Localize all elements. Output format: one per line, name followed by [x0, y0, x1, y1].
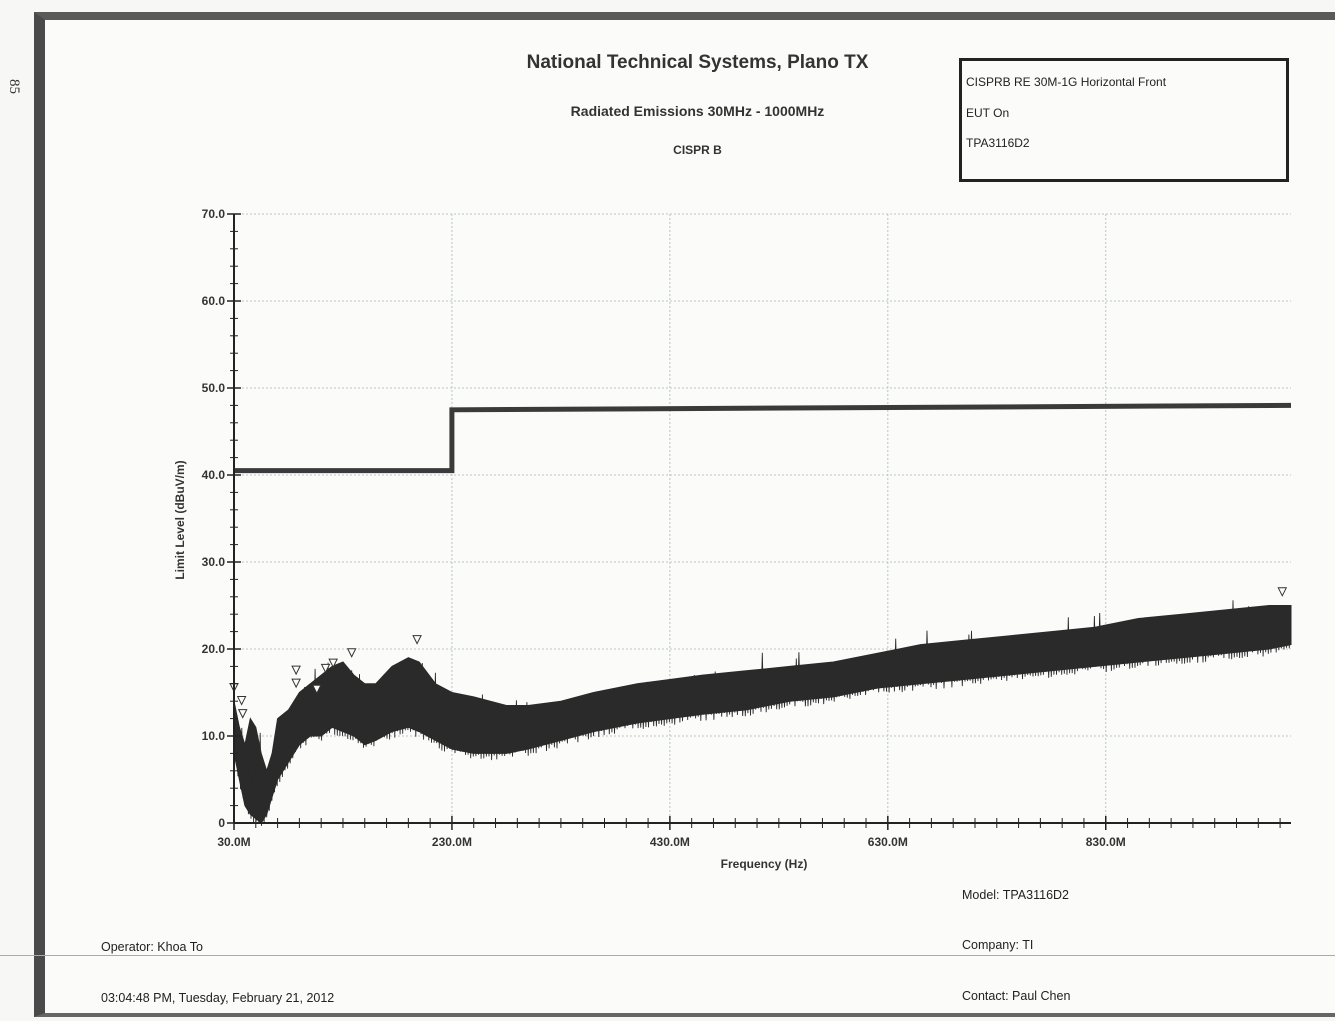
- y-tick-label: 40.0: [202, 468, 226, 482]
- peak-marker: [291, 678, 301, 689]
- peak-marker: [291, 665, 301, 676]
- timestamp-label: 03:04:48 PM, Tuesday, February 21, 2012: [101, 991, 335, 1005]
- report-subtitle: Radiated Emissions 30MHz - 1000MHz: [570, 103, 825, 119]
- x-tick-label: 230.0M: [432, 835, 472, 849]
- peak-marker: [237, 709, 248, 719]
- data-layer: [229, 402, 1292, 826]
- y-tick-label: 70.0: [202, 207, 226, 221]
- peak-marker: [236, 696, 247, 706]
- y-tick-label: 20.0: [202, 642, 226, 656]
- test-info-box: CISPRB RE 30M-1G Horizontal Front EUT On…: [959, 58, 1289, 182]
- y-tick-label: 0: [218, 816, 225, 830]
- peak-marker: [1277, 587, 1288, 597]
- y-tick-label: 60.0: [202, 294, 226, 308]
- peak-marker: [346, 648, 357, 658]
- axis-layer: 0 10.0 20.0 30.0 40.0 50.0 60.0 70.0 30.0M 230.0M…: [202, 207, 1291, 849]
- footer-divider: [0, 955, 1335, 956]
- test-info-line3: TPA3116D2: [966, 136, 1030, 150]
- x-tick-label: 30.0M: [217, 835, 250, 849]
- measured-emissions-trace: [233, 600, 1292, 826]
- contact-label: Contact: Paul Chen: [962, 989, 1071, 1003]
- peak-marker: [320, 663, 331, 674]
- company-label: Company: TI: [962, 938, 1034, 952]
- test-info-line1: CISPRB RE 30M-1G Horizontal Front: [966, 75, 1167, 89]
- limit-line: [234, 402, 1292, 474]
- x-tick-label: 630.0M: [868, 835, 908, 849]
- report-standard: CISPR B: [673, 143, 722, 157]
- x-tick-label: 830.0M: [1086, 835, 1126, 849]
- x-axis-label: Frequency (Hz): [721, 857, 808, 871]
- test-info-line2: EUT On: [966, 106, 1010, 120]
- peak-marker: [412, 635, 422, 645]
- y-tick-label: 50.0: [202, 381, 226, 395]
- y-axis-label: Limit Level (dBuV/m): [173, 460, 187, 579]
- y-tick-label: 10.0: [202, 729, 226, 743]
- x-tick-label: 430.0M: [650, 835, 690, 849]
- peak-marker: [328, 658, 338, 669]
- model-label: Model: TPA3116D2: [962, 888, 1070, 902]
- report-title: National Technical Systems, Plano TX: [526, 52, 869, 73]
- operator-label: Operator: Khoa To: [101, 940, 203, 954]
- peak-marker: [312, 684, 322, 695]
- y-tick-label: 30.0: [202, 555, 226, 569]
